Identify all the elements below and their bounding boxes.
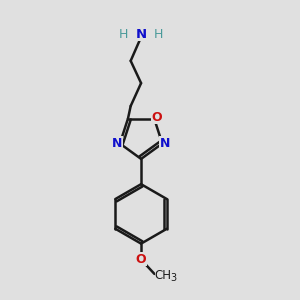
Text: CH: CH bbox=[155, 269, 172, 282]
Text: O: O bbox=[151, 111, 162, 124]
Text: O: O bbox=[136, 253, 146, 266]
Text: N: N bbox=[112, 137, 122, 150]
Text: N: N bbox=[160, 137, 170, 150]
Text: H: H bbox=[119, 28, 128, 40]
Text: N: N bbox=[136, 28, 147, 40]
Text: H: H bbox=[154, 28, 163, 40]
Text: 3: 3 bbox=[170, 273, 176, 284]
